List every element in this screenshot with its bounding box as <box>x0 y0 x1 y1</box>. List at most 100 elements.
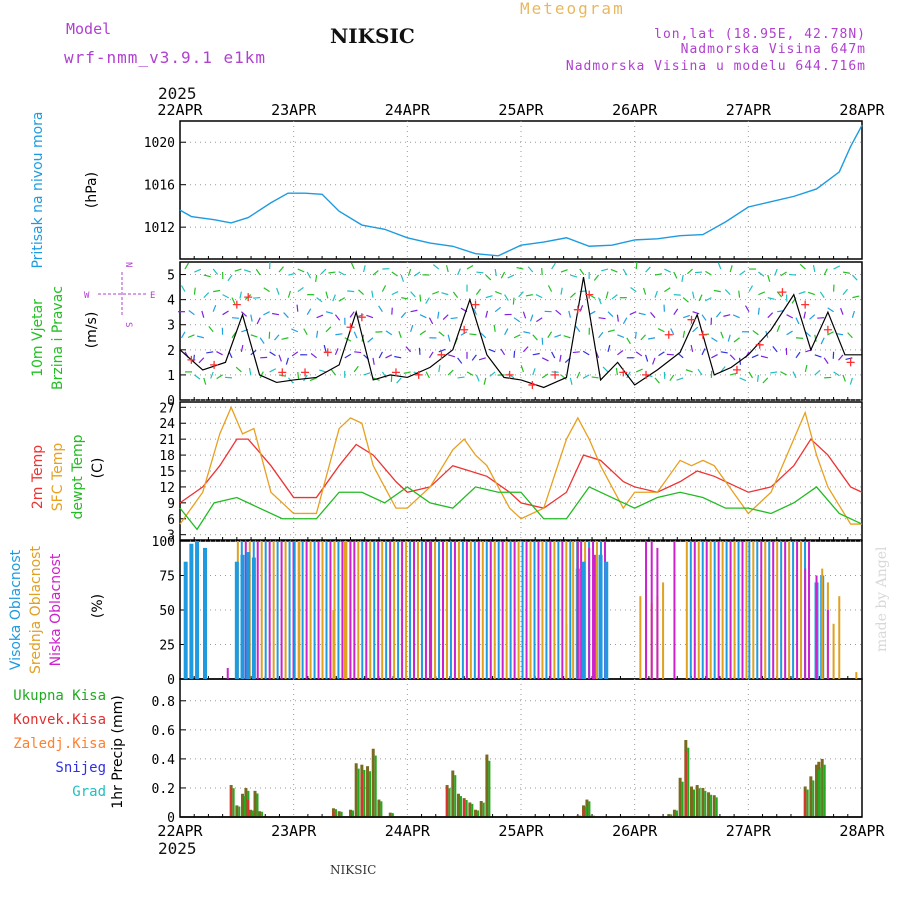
wind-arrow <box>598 317 606 320</box>
wind-arrow <box>400 312 407 319</box>
wind-arrow <box>701 348 706 356</box>
cloud-bar <box>413 541 416 679</box>
precip-total-bar-b <box>687 747 690 817</box>
cloud-bar <box>713 541 716 679</box>
precip-total-bar <box>371 748 375 817</box>
precip-total-bar <box>667 814 671 817</box>
cloud-bar <box>501 541 504 679</box>
wind-arrow <box>582 350 590 356</box>
wind-arrow <box>715 311 722 318</box>
wind-arrow <box>795 351 801 359</box>
precip-total-bar-b <box>465 800 468 817</box>
wind-arrow <box>739 270 746 276</box>
wind-arrow <box>381 285 387 292</box>
cloud-bar <box>305 541 308 679</box>
wind-arrow <box>598 297 602 305</box>
wind-arrow <box>239 291 242 299</box>
wind-arrow <box>398 330 402 338</box>
precip-total-bar <box>474 809 478 817</box>
precip-total-bar-b <box>670 814 673 817</box>
precip-total-bar-b <box>448 788 451 817</box>
precip-total-bar-b <box>710 794 713 817</box>
precip-total-bar-b <box>820 767 823 817</box>
precip-total-bar <box>468 802 472 817</box>
cloud-bar <box>537 541 540 679</box>
wind-arrow <box>814 354 822 358</box>
cloud-bar <box>389 541 392 679</box>
wind-arrow <box>272 312 280 316</box>
wind-arrow <box>851 310 856 318</box>
wind-arrow <box>523 331 531 334</box>
wind-arrow <box>554 334 562 338</box>
wind-arrow <box>683 314 691 319</box>
wind-arrow <box>334 314 341 321</box>
precip-total-bar <box>479 801 483 817</box>
wind-arrow <box>297 268 305 273</box>
wind-arrow <box>598 331 604 339</box>
wind-arrow <box>438 348 446 353</box>
wind-arrow <box>518 291 524 298</box>
wind-arrow <box>192 354 195 362</box>
precip-total-bar <box>258 811 262 817</box>
x-tick-label-bottom: 28APR <box>839 822 885 840</box>
wind-arrow <box>372 357 375 365</box>
x-tick-label-top: 26APR <box>612 101 658 119</box>
wind-arrow <box>476 271 484 274</box>
wind-arrow <box>560 269 568 273</box>
x-tick-label-top: 28APR <box>839 101 885 119</box>
cloud-bar <box>745 541 748 679</box>
wind-arrow <box>240 344 244 352</box>
wind-speed-line <box>179 276 862 389</box>
precip-conv-bar <box>804 790 807 817</box>
wind-ytick-label: 4 <box>167 294 175 309</box>
wind-arrow <box>448 354 456 358</box>
wind-arrow <box>607 329 615 333</box>
cloud-bar <box>525 541 528 679</box>
wind-arrow <box>582 374 590 379</box>
precip-total-bar <box>690 786 693 817</box>
wind-arrow <box>419 314 427 319</box>
precip-total-bar-b <box>812 780 815 817</box>
wind-arrow <box>541 373 549 379</box>
wind-arrow <box>772 346 778 353</box>
wind-arrow <box>513 350 516 358</box>
wind-arrow <box>729 354 736 361</box>
wind-arrow <box>727 334 731 342</box>
cloud-bar <box>465 541 468 679</box>
wind-arrow <box>767 274 771 282</box>
wind-arrow <box>457 268 461 276</box>
wind-arrow <box>520 365 524 373</box>
cloud-bar-1 <box>832 623 835 679</box>
cloud-bar <box>808 541 811 679</box>
wind-arrow <box>391 271 398 277</box>
precip-total-bar <box>456 793 460 817</box>
precip-total-bar-b <box>261 811 264 817</box>
wind-arrow <box>601 268 609 272</box>
temp-ylabel-3: dewpt Temp <box>70 434 86 519</box>
wind-arrow <box>363 265 366 273</box>
wind-arrow <box>522 311 527 319</box>
wind-arrow <box>180 331 186 339</box>
wind-arrow <box>303 374 308 382</box>
cloud-bar <box>513 541 516 679</box>
cloud-unit: (%) <box>90 594 106 618</box>
wind-arrow <box>767 312 774 319</box>
elevation-text: Nadmorska Visina 647m <box>681 42 866 57</box>
cloud-bar-0 <box>183 561 188 679</box>
wind-arrow <box>437 311 440 319</box>
cloud-bar <box>685 541 688 679</box>
cloud-bar <box>756 541 759 679</box>
wind-arrow <box>325 311 333 315</box>
precip-conv-bar <box>230 787 233 817</box>
wind-arrow <box>396 377 402 384</box>
wind-arrow <box>774 268 778 276</box>
wind-arrow <box>780 271 787 277</box>
gust-point <box>687 315 696 324</box>
wind-arrow <box>767 297 775 300</box>
wind-arrow <box>224 376 233 379</box>
precip-legend-1: Konvek.Kisa <box>13 712 106 728</box>
wind-arrow <box>535 294 543 299</box>
wind-arrow <box>410 309 418 313</box>
wind-arrow <box>698 294 703 302</box>
cloud-bar <box>489 541 492 679</box>
